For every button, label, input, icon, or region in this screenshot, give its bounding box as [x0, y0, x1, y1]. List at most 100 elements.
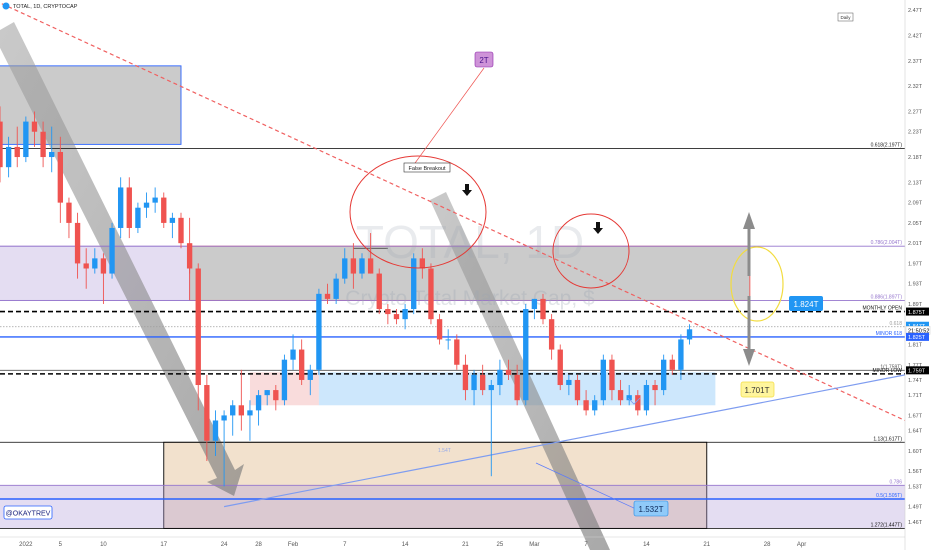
level-label-fib-0.618-b: 0.618 — [889, 321, 902, 327]
candle-body-2022-01-24 — [221, 415, 227, 421]
x-tick-label: 21 — [462, 542, 469, 548]
candle-body-2022-01-23 — [212, 420, 219, 441]
levels-layer: 0.618(2.197T) 0.786(2.004T) 0.886(1.897T) M… — [0, 142, 905, 529]
watermark-name: Crypto Total Market Cap, $ — [345, 287, 595, 310]
target-1824-box — [789, 296, 823, 311]
candle-body-2022-03-07 — [583, 400, 589, 411]
candle-body-2022-02-24 — [488, 385, 494, 391]
candles-layer — [0, 106, 693, 487]
level-label-fib-0.886: 0.886(1.897T) — [871, 294, 903, 300]
double-top-circle — [552, 213, 630, 289]
candle-body-2022-01-07 — [74, 222, 81, 264]
current-price-circle — [730, 246, 784, 322]
candle-body-2022-02-21 — [462, 364, 469, 391]
purple-zone-bottom — [0, 485, 906, 529]
candle-body-2022-02-01 — [290, 349, 296, 360]
red-dashed-trendline — [0, 2, 906, 422]
y-tick-label: 1.97T — [908, 261, 923, 267]
y-tick-label: 1.93T — [908, 282, 923, 288]
y-tick-label: 1.77T — [908, 363, 923, 369]
level-label-fib-0.786-c: 0.786 — [889, 479, 902, 485]
candle-body-2022-03-06 — [574, 379, 581, 401]
x-tick-label: Apr — [797, 542, 806, 548]
x-tick-label: 7 — [343, 542, 347, 548]
false-breakout-box — [403, 162, 451, 173]
tag-1825: 1.825T — [908, 335, 926, 341]
candle-body-2022-01-19 — [178, 217, 184, 244]
y-tick-label: 2.47T — [908, 8, 923, 14]
x-tick-label: 2022 — [19, 542, 33, 548]
candle-body-2022-01-16 — [152, 197, 158, 203]
level-label-minor-618: MINOR 618 — [876, 331, 903, 337]
level-label-fib-1: 1(1.759T) — [880, 364, 902, 370]
target-1701-box — [740, 381, 775, 398]
symbol-logo-icon — [2, 2, 10, 10]
down-projection-arrow-icon — [743, 349, 755, 366]
candle-body-2021-12-30 — [5, 146, 12, 168]
y-tick-label: 2.18T — [908, 155, 923, 161]
candle-body-2022-02-03 — [307, 369, 313, 380]
candle-body-2022-01-17 — [161, 197, 167, 223]
candle-body-2022-01-03 — [40, 131, 46, 158]
y-tick-label: 1.89T — [908, 302, 923, 308]
candle-body-2022-01-14 — [135, 207, 141, 228]
candle-body-2022-01-29 — [264, 390, 270, 396]
y-axis-ticks: 2.47T 2.42T 2.37T 2.32T 2.27T 2.23T 2.18T 2.13T… — [908, 8, 923, 526]
candle-body-2022-01-09 — [92, 258, 98, 269]
false-breakout-circle — [349, 155, 487, 269]
candle-body-2022-02-10 — [367, 258, 374, 274]
candle-body-2022-01-25 — [230, 405, 236, 416]
candle-body-2022-01-27 — [247, 410, 253, 416]
candle-body-2022-01-12 — [117, 187, 124, 228]
x-tick-label: 14 — [643, 542, 650, 548]
level-label-minor-low: MINOR LOW — [873, 368, 903, 374]
up-projection-arrow-icon — [743, 212, 755, 229]
false-breakout-label: False Breakout — [409, 166, 446, 172]
candle-body-2022-01-02 — [31, 121, 38, 132]
x-tick-label: 25 — [497, 542, 504, 548]
down-arrow-1-icon — [462, 184, 472, 196]
big-arrows-layer — [0, 22, 610, 550]
interval-badge[interactable]: Daily — [840, 15, 851, 20]
trend-hint-label: 1.54T — [438, 448, 451, 454]
level-label-fib-0.618: 0.618(2.197T) — [871, 142, 903, 148]
big-down-arrow-left — [0, 22, 244, 496]
candle-body-2022-03-18 — [678, 339, 684, 370]
candle-body-2022-02-14 — [402, 309, 408, 320]
candle-body-2022-03-17 — [669, 359, 675, 370]
x-tick-label: Mar — [529, 542, 539, 548]
x-tick-label: 21 — [703, 542, 710, 548]
y-tick-label: 1.46T — [908, 520, 923, 526]
candle-body-2022-03-08 — [592, 400, 598, 411]
candle-body-2021-12-31 — [14, 146, 20, 158]
candle-body-2022-02-22 — [471, 374, 477, 391]
candle-body-2022-01-10 — [100, 258, 107, 274]
candle-body-2022-02-15 — [411, 258, 417, 310]
blue-rising-trendline — [223, 374, 906, 508]
candle-body-2022-02-09 — [359, 258, 365, 274]
candle-body-2022-03-01 — [531, 298, 538, 310]
candle-body-2022-02-05 — [324, 293, 331, 299]
interval-badge-box[interactable] — [837, 12, 854, 22]
candle-body-2022-01-30 — [273, 390, 279, 401]
y-tick-label: 1.81T — [908, 342, 923, 348]
candle-body-2022-01-08 — [83, 263, 89, 269]
big-down-arrow-right — [430, 192, 610, 550]
candle-body-2022-02-07 — [342, 258, 348, 279]
candle-body-2022-02-02 — [298, 349, 305, 380]
watermark-ticker: TOTAL, 1D — [356, 216, 584, 268]
tag-1875: 1.875T — [908, 310, 926, 316]
y-tick-label: 1.71T — [908, 393, 923, 399]
y-tick-label: 2.09T — [908, 201, 923, 207]
y-tick-label: 1.56T — [908, 469, 923, 475]
candle-body-2022-03-10 — [609, 359, 615, 391]
x-tick-label: 10 — [100, 542, 107, 548]
x-tick-label: 28 — [764, 542, 771, 548]
trend-touch-1 — [627, 397, 641, 405]
y-tick-label: 1.53T — [908, 484, 923, 490]
author-badge-box — [3, 505, 53, 520]
candle-body-2022-01-01 — [23, 121, 29, 158]
target-1532-box — [633, 500, 669, 517]
level-label-fib-1.13: 1.13(1.617T) — [873, 436, 902, 442]
x-tick-label: 17 — [160, 542, 167, 548]
